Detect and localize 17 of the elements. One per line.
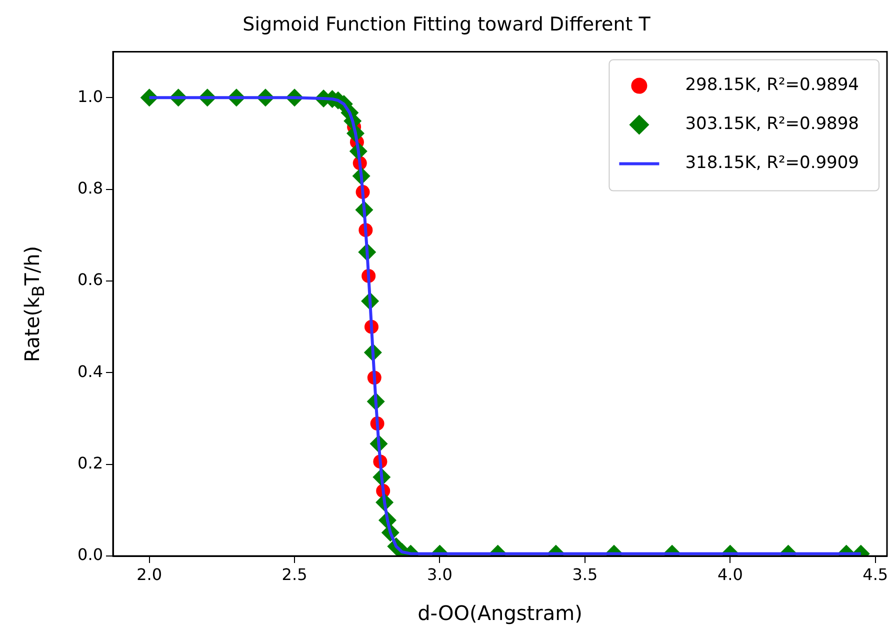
x-tick-label: 2.5 — [282, 564, 308, 584]
chart-title: Sigmoid Function Fitting toward Different T — [242, 13, 651, 36]
x-tick-label: 2.0 — [136, 564, 162, 584]
legend-label: 318.15K, R²=0.9909 — [685, 153, 860, 174]
x-tick-label: 4.5 — [862, 564, 888, 584]
y-tick-label: 0.8 — [78, 178, 103, 198]
x-tick-label: 3.0 — [427, 564, 452, 584]
x-tick-label: 4.0 — [717, 564, 743, 584]
y-tick-label: 0.6 — [78, 270, 103, 290]
x-tick-label: 3.5 — [572, 564, 598, 584]
y-tick-label: 1.0 — [78, 86, 103, 106]
y-tick-label: 0.4 — [78, 362, 103, 381]
legend-label: 303.15K, R²=0.9898 — [685, 114, 860, 134]
legend-label: 298.15K, R²=0.9894 — [685, 75, 860, 96]
y-tick-label: 0.2 — [78, 453, 103, 472]
x-axis-title: d-OO(Angstram) — [418, 601, 582, 626]
y-tick-label: 0.0 — [78, 545, 103, 564]
